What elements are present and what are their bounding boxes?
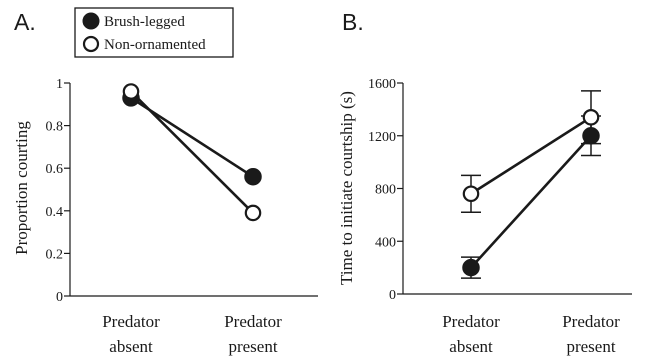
panel-a-y-tick-label: 1 — [56, 77, 63, 92]
panel-b-line-non-ornamented — [470, 116, 592, 195]
panel-a-label: A. — [14, 9, 36, 35]
panel-b-y-tick-label: 1200 — [368, 130, 396, 145]
legend: Brush-legged Non-ornamented — [74, 7, 234, 58]
panel-a-x-tick-label: Predator present — [224, 312, 282, 356]
panel-b-y-tick-label: 0 — [389, 288, 396, 303]
panel-b-x-tick-label: Predator present — [562, 312, 620, 356]
panel-a-point-non-ornamented — [122, 83, 140, 100]
panel-b-label: B. — [342, 9, 364, 35]
panel-a-chart: A. Proportion courting 0 0.2 0.4 0.6 0.8 1 Pr… — [12, 9, 318, 356]
panel-a-line-non-ornamented — [130, 90, 254, 214]
panel-b-point-non-ornamented — [462, 185, 480, 203]
panel-b-marks — [461, 90, 601, 279]
panel-a-y-tick-label: 0.8 — [46, 120, 64, 135]
panel-b-point-brush-legged — [462, 258, 480, 277]
panel-a-marks — [122, 83, 262, 222]
panel-a-point-non-ornamented — [244, 204, 262, 222]
legend-label-brush-legged: Brush-legged — [104, 14, 185, 30]
panel-b-x-ticks: Predator absent Predator present — [442, 312, 620, 356]
panel-a-y-tick-label: 0.4 — [46, 205, 64, 220]
legend-label-non-ornamented: Non-ornamented — [104, 37, 206, 53]
panel-b-y-axis-label: Time to initiate courtship (s) — [337, 91, 356, 285]
legend-box — [74, 7, 234, 58]
panel-b-chart: B. Time to initiate courtship (s) 0 400 80… — [337, 9, 632, 356]
panel-b-y-ticks: 0 400 800 1200 1600 — [368, 77, 403, 303]
legend-open-circle-icon — [82, 35, 100, 53]
panel-a-y-axis-label: Proportion courting — [12, 121, 31, 255]
panel-a-x-ticks: Predator absent Predator present — [102, 312, 282, 356]
panel-a-y-tick-label: 0.6 — [46, 162, 64, 177]
panel-b-point-brush-legged — [582, 127, 600, 145]
panel-a-y-tick-label: 0 — [56, 290, 63, 305]
panel-b-line-brush-legged — [470, 134, 592, 269]
panel-b-y-tick-label: 800 — [375, 183, 396, 198]
panel-a-y-ticks: 0 0.2 0.4 0.6 0.8 1 — [46, 77, 70, 305]
panel-b-point-non-ornamented — [582, 108, 600, 126]
panel-b-y-tick-label: 400 — [375, 235, 396, 250]
panel-a-x-tick-label: Predator absent — [102, 312, 160, 356]
panel-b-x-tick-label: Predator absent — [442, 312, 500, 356]
panel-a-y-tick-label: 0.2 — [46, 247, 64, 262]
panel-b-y-tick-label: 1600 — [368, 77, 396, 92]
panel-a-point-brush-legged — [244, 167, 262, 186]
legend-filled-circle-icon — [82, 12, 100, 30]
panel-a-axes — [69, 83, 318, 297]
